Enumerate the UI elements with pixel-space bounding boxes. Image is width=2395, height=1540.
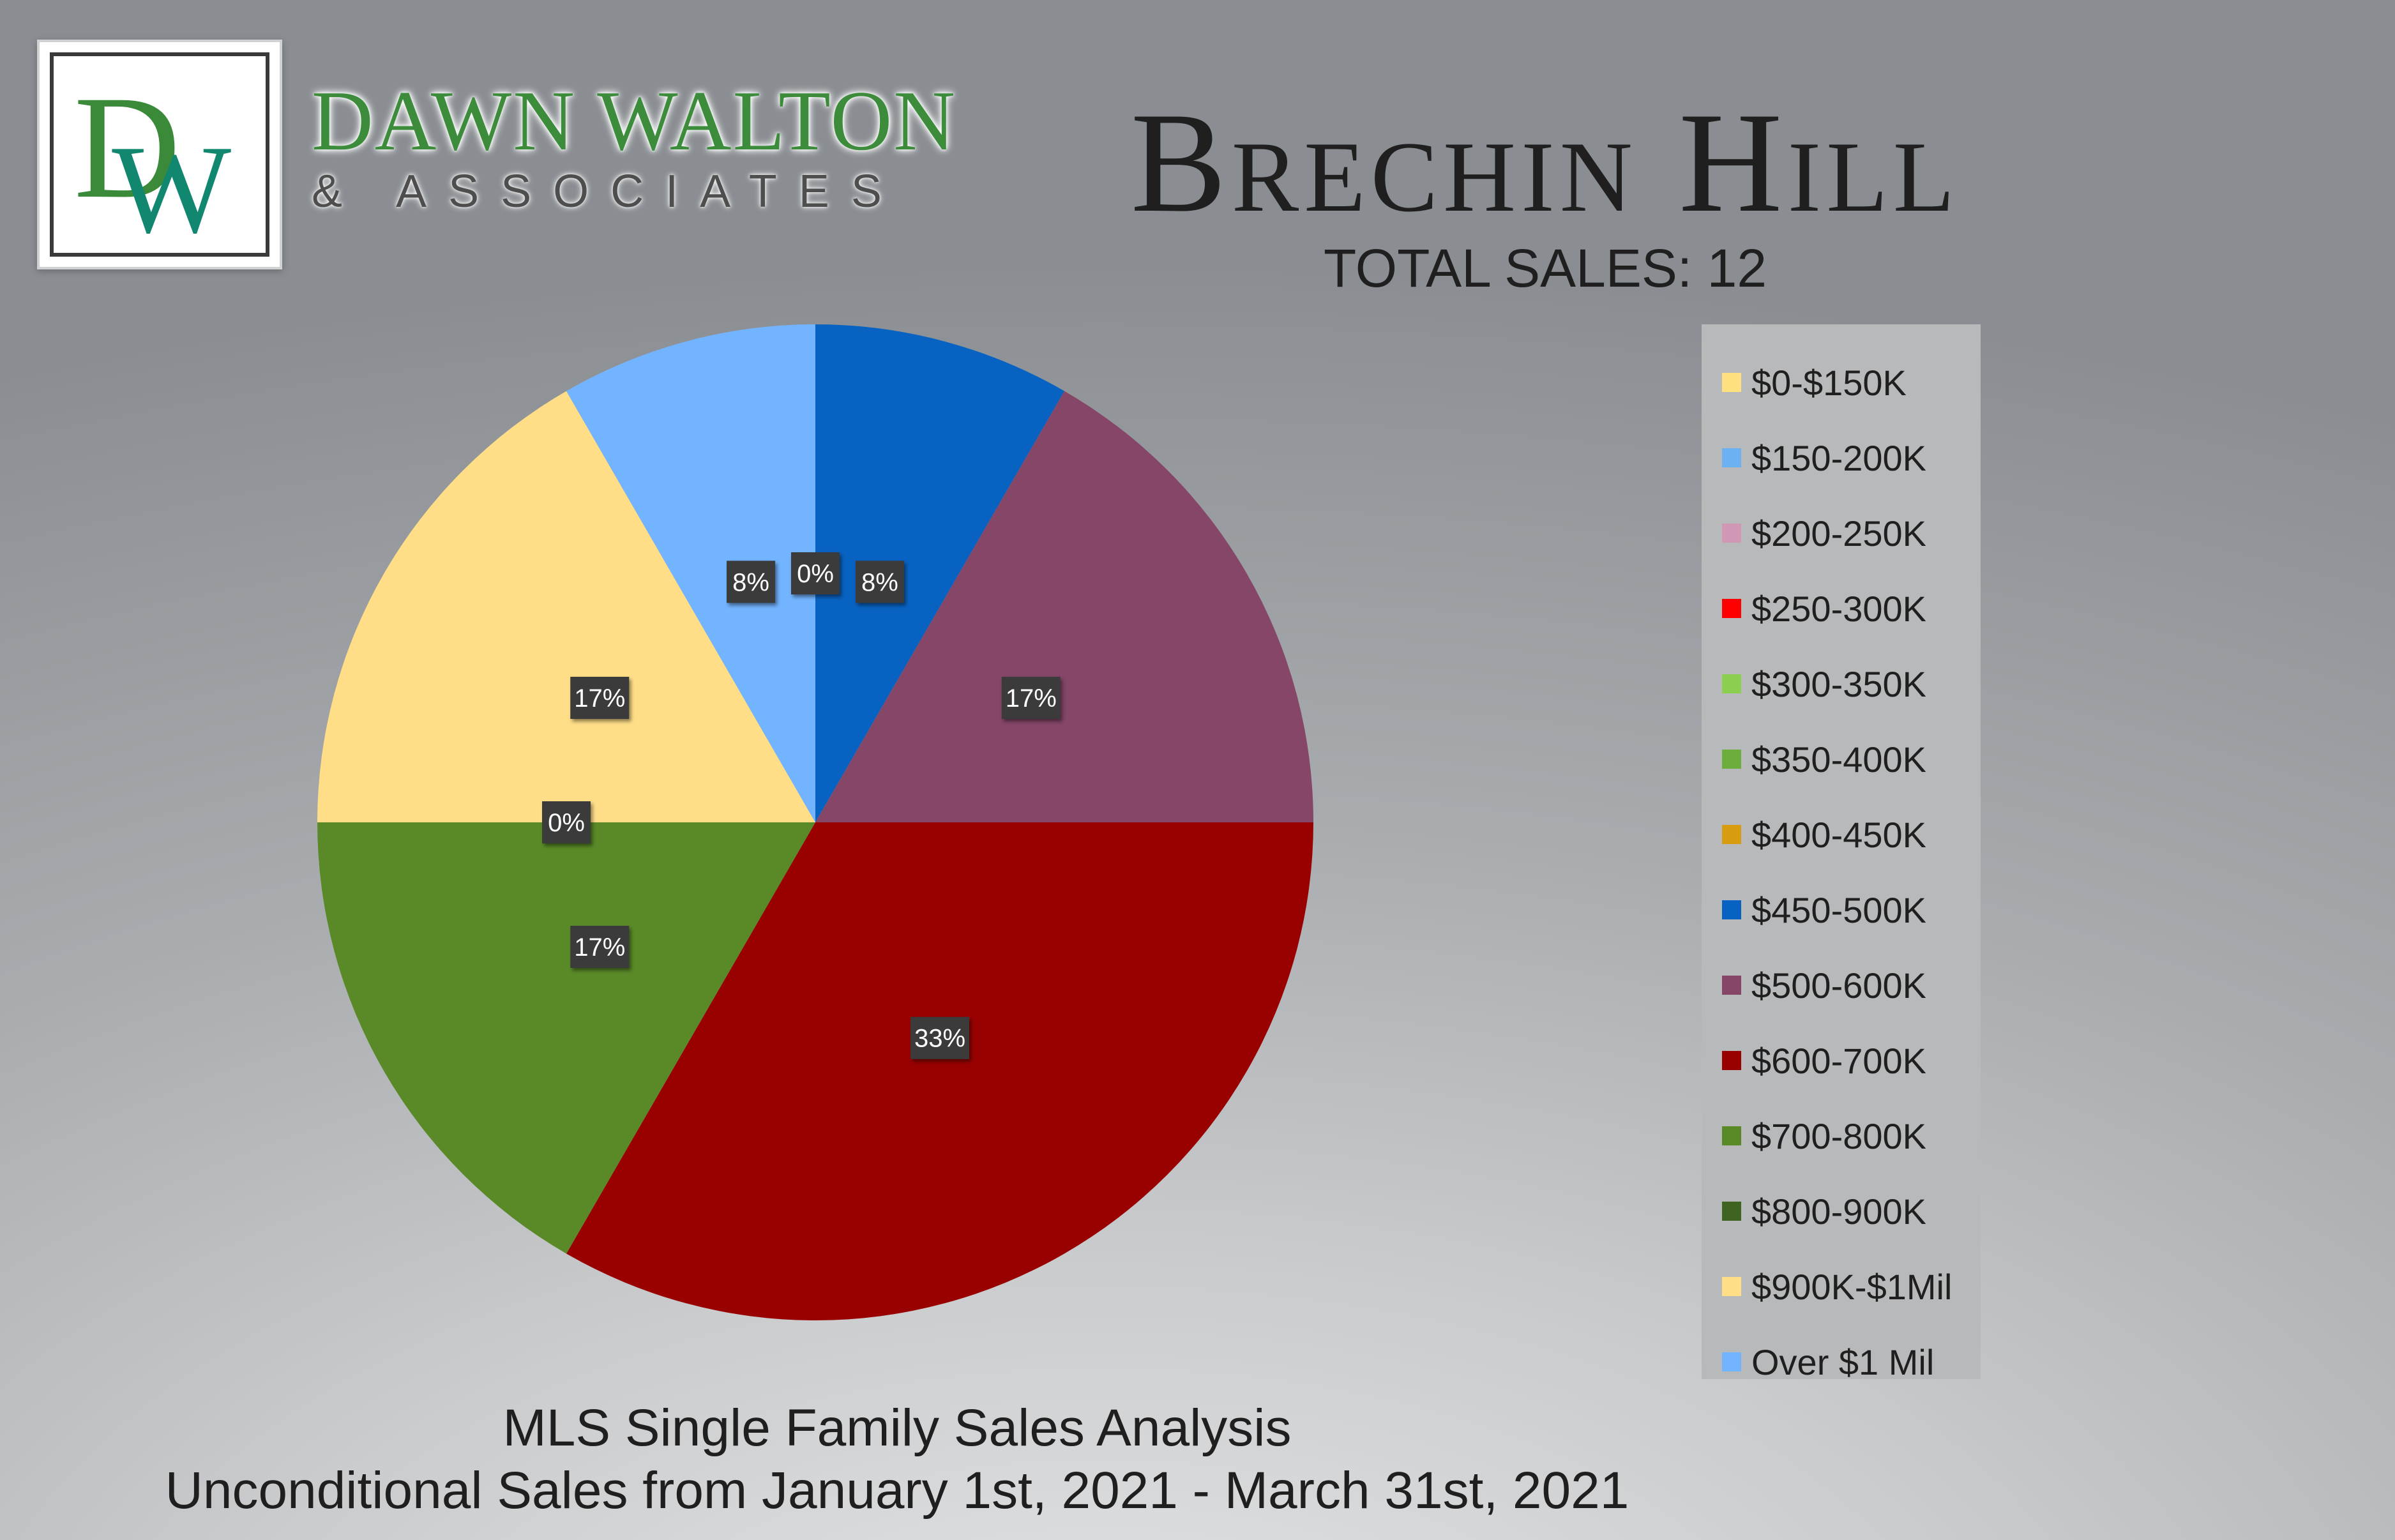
legend-label: $200-250K (1751, 513, 1927, 554)
legend-label: $0-$150K (1751, 362, 1907, 403)
dw-monogram-icon: D W (74, 65, 231, 253)
footer: MLS Single Family Sales Analysis Uncondi… (0, 1397, 1794, 1522)
legend-item-500-600k: $500-600K (1702, 947, 1981, 1023)
pie-slice-450-500k (815, 324, 1064, 822)
legend-label: $450-500K (1751, 889, 1927, 930)
svg-text:17%: 17% (1006, 684, 1057, 713)
svg-text:8%: 8% (861, 568, 898, 596)
legend-swatch (1722, 1051, 1741, 1070)
legend-swatch (1722, 825, 1741, 844)
legend-swatch (1722, 373, 1741, 392)
data-label-0-150k: 0% (791, 552, 840, 594)
pie-slice-over-1-mil (566, 324, 815, 822)
pie-slice-700-800k (317, 822, 815, 1254)
legend-swatch (1722, 674, 1741, 693)
svg-text:8%: 8% (732, 568, 769, 596)
legend-swatch (1722, 976, 1741, 995)
legend-swatch (1722, 1277, 1741, 1296)
pie-slice-600-700k (566, 822, 1313, 1320)
legend-label: $150-200K (1751, 437, 1927, 478)
pie-slice-500-600k (815, 391, 1313, 822)
legend-label: $500-600K (1751, 965, 1927, 1006)
legend-swatch (1722, 750, 1741, 769)
svg-text:17%: 17% (574, 684, 625, 713)
brand-subtitle: & ASSOCIATES (312, 166, 903, 217)
legend-swatch (1722, 599, 1741, 618)
legend-swatch (1722, 1126, 1741, 1145)
data-label-800-900k: 0% (542, 801, 591, 843)
legend-item-over-1-mil: Over $1 Mil (1702, 1324, 1981, 1400)
footer-line-1: MLS Single Family Sales Analysis (502, 1399, 1292, 1457)
page-title: Brechin Hill (1130, 82, 1960, 242)
svg-text:17%: 17% (574, 933, 625, 962)
legend-label: $300-350K (1751, 663, 1927, 704)
legend-label: $600-700K (1751, 1040, 1927, 1081)
data-label-over-1-mil: 8% (727, 561, 776, 603)
brand: DAWN WALTON & ASSOCIATES (312, 78, 963, 216)
legend-label: $400-450K (1751, 814, 1927, 855)
legend-swatch (1722, 524, 1741, 543)
legend-item-200-250k: $200-250K (1702, 495, 1981, 571)
legend-item-900k-1mil: $900K-$1Mil (1702, 1249, 1981, 1324)
logo-frame: D W (50, 52, 269, 257)
legend-label: $350-400K (1751, 739, 1927, 780)
legend-swatch (1722, 1352, 1741, 1371)
legend-item-600-700k: $600-700K (1702, 1023, 1981, 1098)
legend-label: Over $1 Mil (1751, 1341, 1935, 1382)
data-label-700-800k: 17% (570, 926, 630, 968)
legend-label: $900K-$1Mil (1751, 1266, 1953, 1307)
total-sales: TOTAL SALES: 12 (1323, 238, 1767, 298)
legend-item-300-350k: $300-350K (1702, 646, 1981, 721)
legend-swatch (1722, 900, 1741, 919)
svg-text:W: W (112, 119, 231, 253)
svg-text:D: D (74, 65, 181, 229)
svg-text:33%: 33% (914, 1025, 965, 1053)
legend-item-400-450k: $400-450K (1702, 797, 1981, 872)
legend-label: $800-900K (1751, 1191, 1927, 1232)
legend-item-700-800k: $700-800K (1702, 1098, 1981, 1174)
chart-legend: $0-$150K $150-200K $200-250K $250-300K $300-… (1702, 324, 1981, 1382)
legend-item-350-400k: $350-400K (1702, 721, 1981, 797)
data-label-500-600k: 17% (1001, 677, 1061, 719)
svg-text:0%: 0% (548, 809, 585, 837)
data-label-600-700k: 33% (910, 1016, 969, 1059)
legend-item-250-300k: $250-300K (1702, 571, 1981, 646)
footer-line-2: Unconditional Sales from January 1st, 20… (165, 1461, 1629, 1520)
legend-swatch (1722, 1202, 1741, 1221)
logo-mark: D W (37, 40, 282, 269)
svg-text:0%: 0% (797, 560, 834, 588)
legend-item-0-150k: $0-$150K (1702, 345, 1981, 420)
brand-name: DAWN WALTON (312, 73, 957, 168)
pie-slice-900k-1mil (317, 391, 815, 822)
legend-label: $250-300K (1751, 588, 1927, 629)
data-label-900k-1mil: 17% (570, 677, 630, 719)
legend-item-150-200k: $150-200K (1702, 420, 1981, 495)
legend-label: $700-800K (1751, 1115, 1927, 1156)
legend-item-800-900k: $800-900K (1702, 1174, 1981, 1249)
legend-item-450-500k: $450-500K (1702, 872, 1981, 947)
legend-swatch (1722, 448, 1741, 467)
data-label-450-500k: 8% (855, 561, 904, 603)
